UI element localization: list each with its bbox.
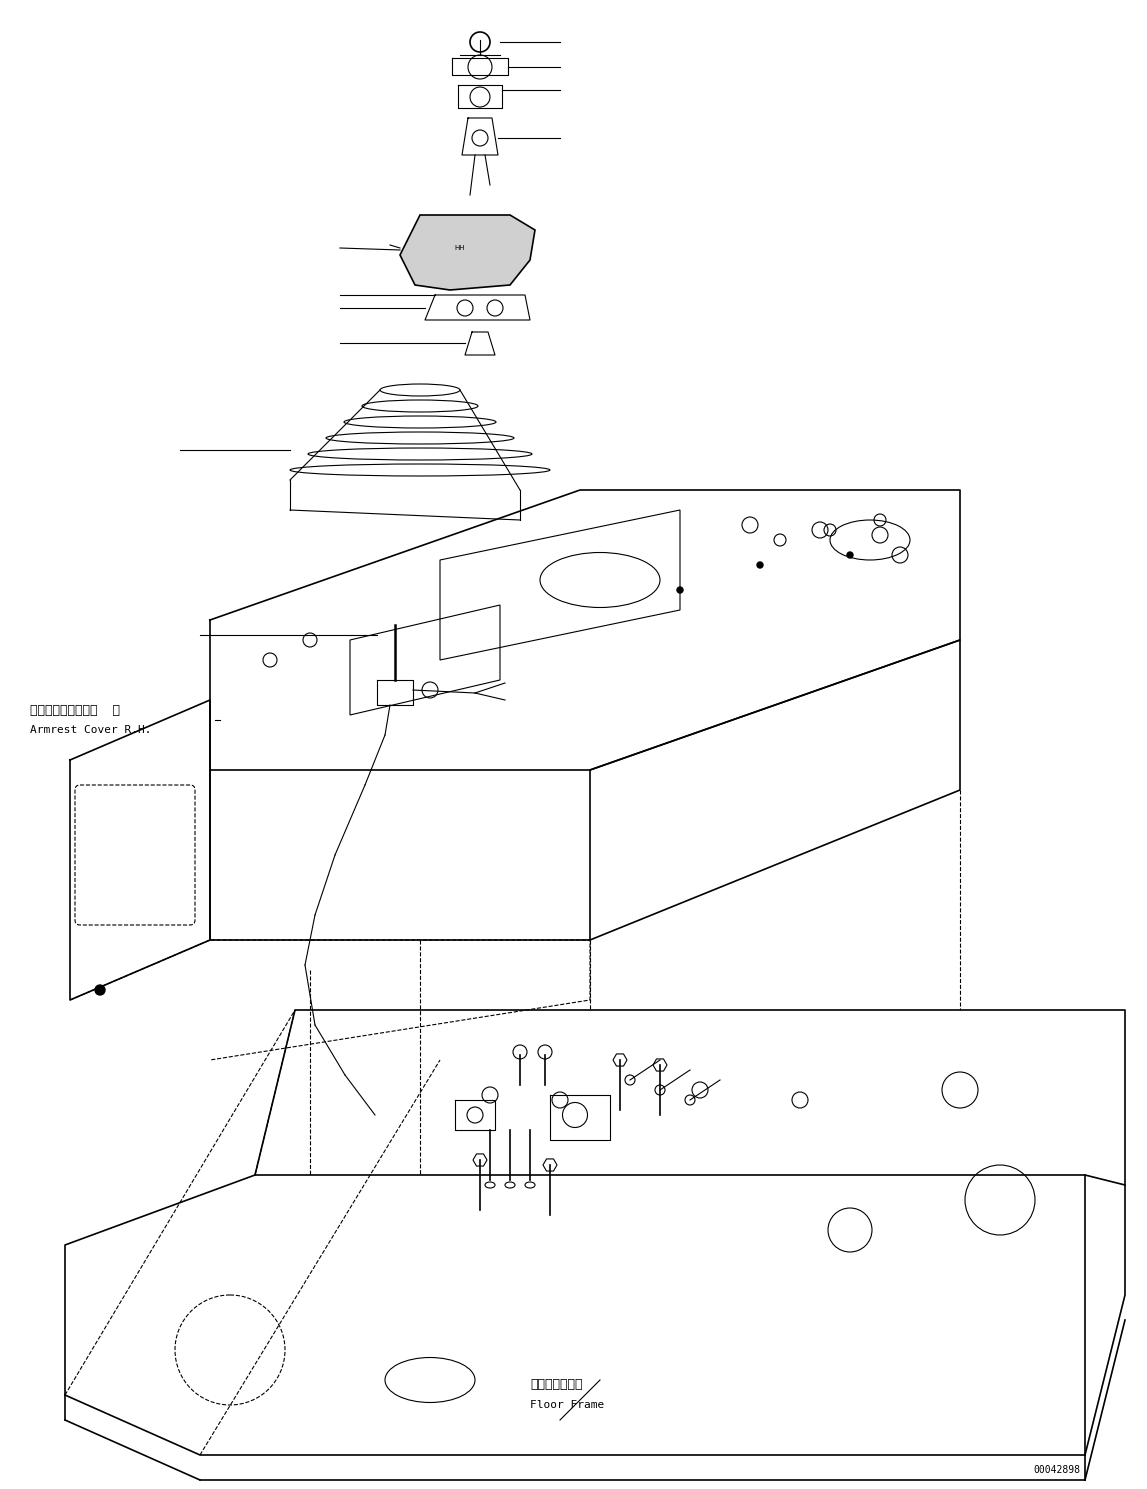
Circle shape xyxy=(95,986,106,995)
Text: フロアフレーム: フロアフレーム xyxy=(530,1379,583,1392)
Text: HH: HH xyxy=(454,246,466,252)
Text: 00042898: 00042898 xyxy=(1033,1465,1080,1476)
Polygon shape xyxy=(400,214,535,290)
Circle shape xyxy=(757,561,763,567)
Text: Floor Frame: Floor Frame xyxy=(530,1400,604,1410)
Text: Armrest Cover R.H.: Armrest Cover R.H. xyxy=(30,725,151,736)
Circle shape xyxy=(677,587,682,593)
Circle shape xyxy=(846,552,853,558)
Text: アームレストカバー  右: アームレストカバー 右 xyxy=(30,703,120,716)
